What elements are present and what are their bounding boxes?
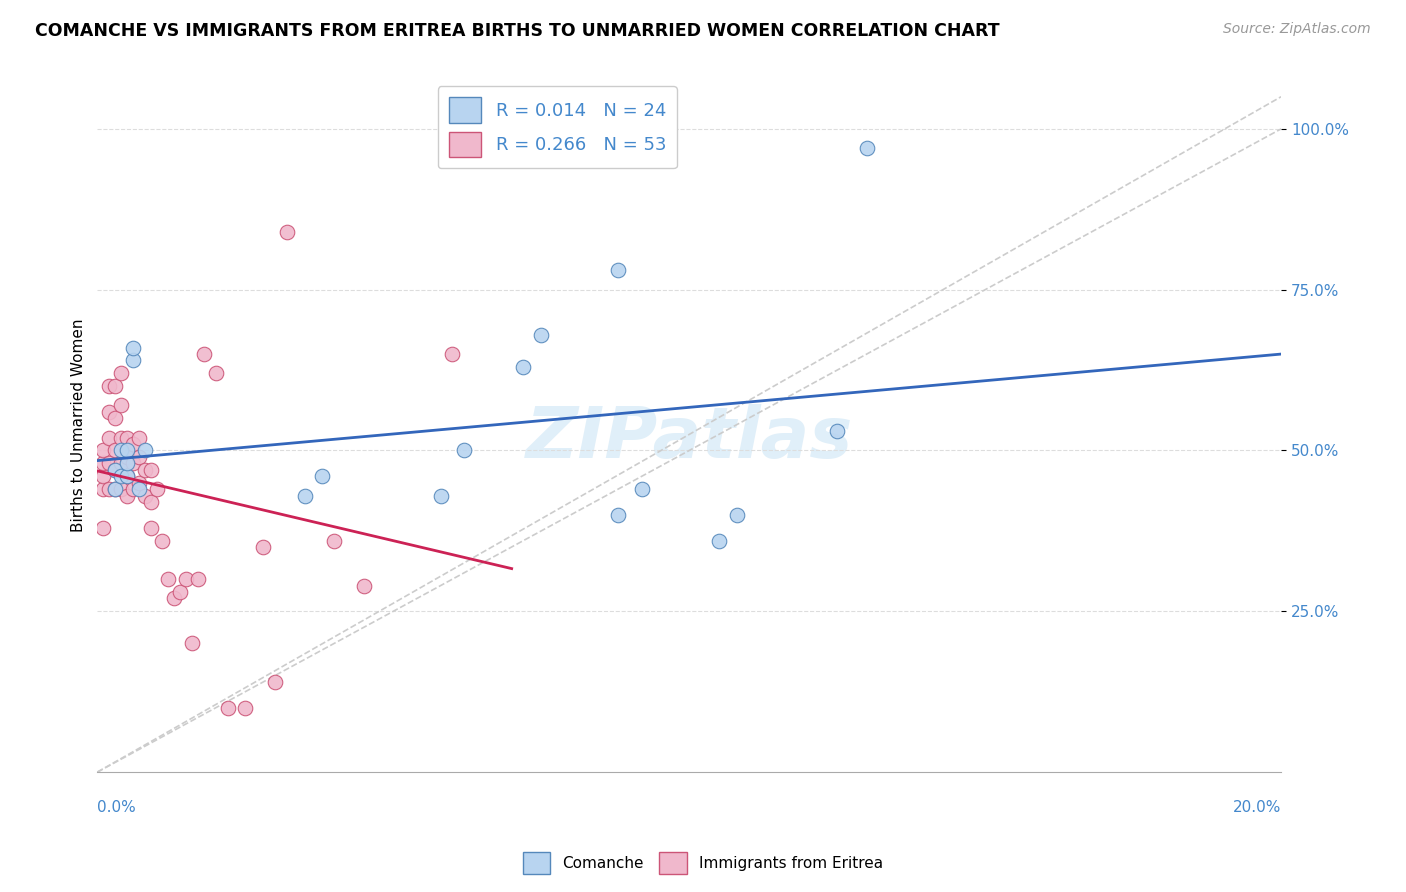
Legend: Comanche, Immigrants from Eritrea: Comanche, Immigrants from Eritrea (517, 846, 889, 880)
Point (276, 225, 298, 239)
Point (110, 431, 132, 445)
Point (121, 437, 143, 451)
Point (252, 540, 274, 554)
Point (104, 411, 127, 425)
Point (707, 533, 730, 548)
Point (264, 675, 287, 690)
Text: 20.0%: 20.0% (1233, 800, 1281, 815)
Point (353, 578, 375, 592)
Point (110, 443, 132, 458)
Point (121, 341, 143, 355)
Point (98, 431, 121, 445)
Point (104, 379, 127, 393)
Point (323, 533, 346, 548)
Point (311, 469, 333, 483)
Point (187, 572, 209, 586)
Point (121, 456, 143, 470)
Point (139, 521, 162, 535)
Point (115, 469, 138, 483)
Point (631, 482, 654, 496)
Point (128, 450, 150, 464)
Y-axis label: Births to Unmarried Women: Births to Unmarried Women (72, 318, 86, 532)
Point (91, 521, 114, 535)
Point (233, 700, 256, 714)
Point (441, 347, 464, 361)
Point (453, 443, 475, 458)
Point (104, 443, 127, 458)
Point (607, 263, 630, 277)
Point (115, 450, 138, 464)
Point (725, 508, 748, 522)
Point (217, 700, 239, 714)
Point (104, 463, 127, 477)
Point (134, 463, 156, 477)
Point (104, 463, 127, 477)
Point (91, 469, 114, 483)
Point (181, 636, 204, 650)
Point (115, 443, 138, 458)
Text: ZIPatlas: ZIPatlas (526, 404, 853, 473)
Point (115, 489, 138, 503)
Point (139, 495, 162, 509)
Point (607, 508, 630, 522)
Point (825, 424, 848, 438)
Point (128, 475, 150, 490)
Point (429, 489, 451, 503)
Point (91, 482, 114, 496)
Point (110, 367, 132, 381)
Text: Source: ZipAtlas.com: Source: ZipAtlas.com (1223, 22, 1371, 37)
Point (169, 585, 191, 599)
Point (91, 456, 114, 470)
Point (174, 572, 197, 586)
Point (110, 399, 132, 413)
Point (104, 482, 127, 496)
Text: COMANCHE VS IMMIGRANTS FROM ERITREA BIRTHS TO UNMARRIED WOMEN CORRELATION CHART: COMANCHE VS IMMIGRANTS FROM ERITREA BIRT… (35, 22, 1000, 40)
Point (145, 482, 167, 496)
Point (139, 463, 162, 477)
Point (104, 482, 127, 496)
Point (512, 359, 534, 374)
Point (91, 443, 114, 458)
Point (98, 405, 121, 419)
Point (128, 431, 150, 445)
Point (110, 456, 132, 470)
Point (115, 431, 138, 445)
Point (98, 482, 121, 496)
Point (294, 489, 316, 503)
Legend: R = 0.014   N = 24, R = 0.266   N = 53: R = 0.014 N = 24, R = 0.266 N = 53 (437, 87, 676, 169)
Point (157, 572, 180, 586)
Point (152, 533, 174, 548)
Point (110, 469, 132, 483)
Point (121, 482, 143, 496)
Point (204, 367, 226, 381)
Point (110, 482, 132, 496)
Point (98, 456, 121, 470)
Point (193, 347, 215, 361)
Point (98, 379, 121, 393)
Point (134, 443, 156, 458)
Point (530, 327, 553, 342)
Point (115, 469, 138, 483)
Point (163, 591, 186, 606)
Text: 0.0%: 0.0% (97, 800, 136, 815)
Point (115, 456, 138, 470)
Point (128, 482, 150, 496)
Point (134, 489, 156, 503)
Point (855, 141, 877, 155)
Point (121, 353, 143, 368)
